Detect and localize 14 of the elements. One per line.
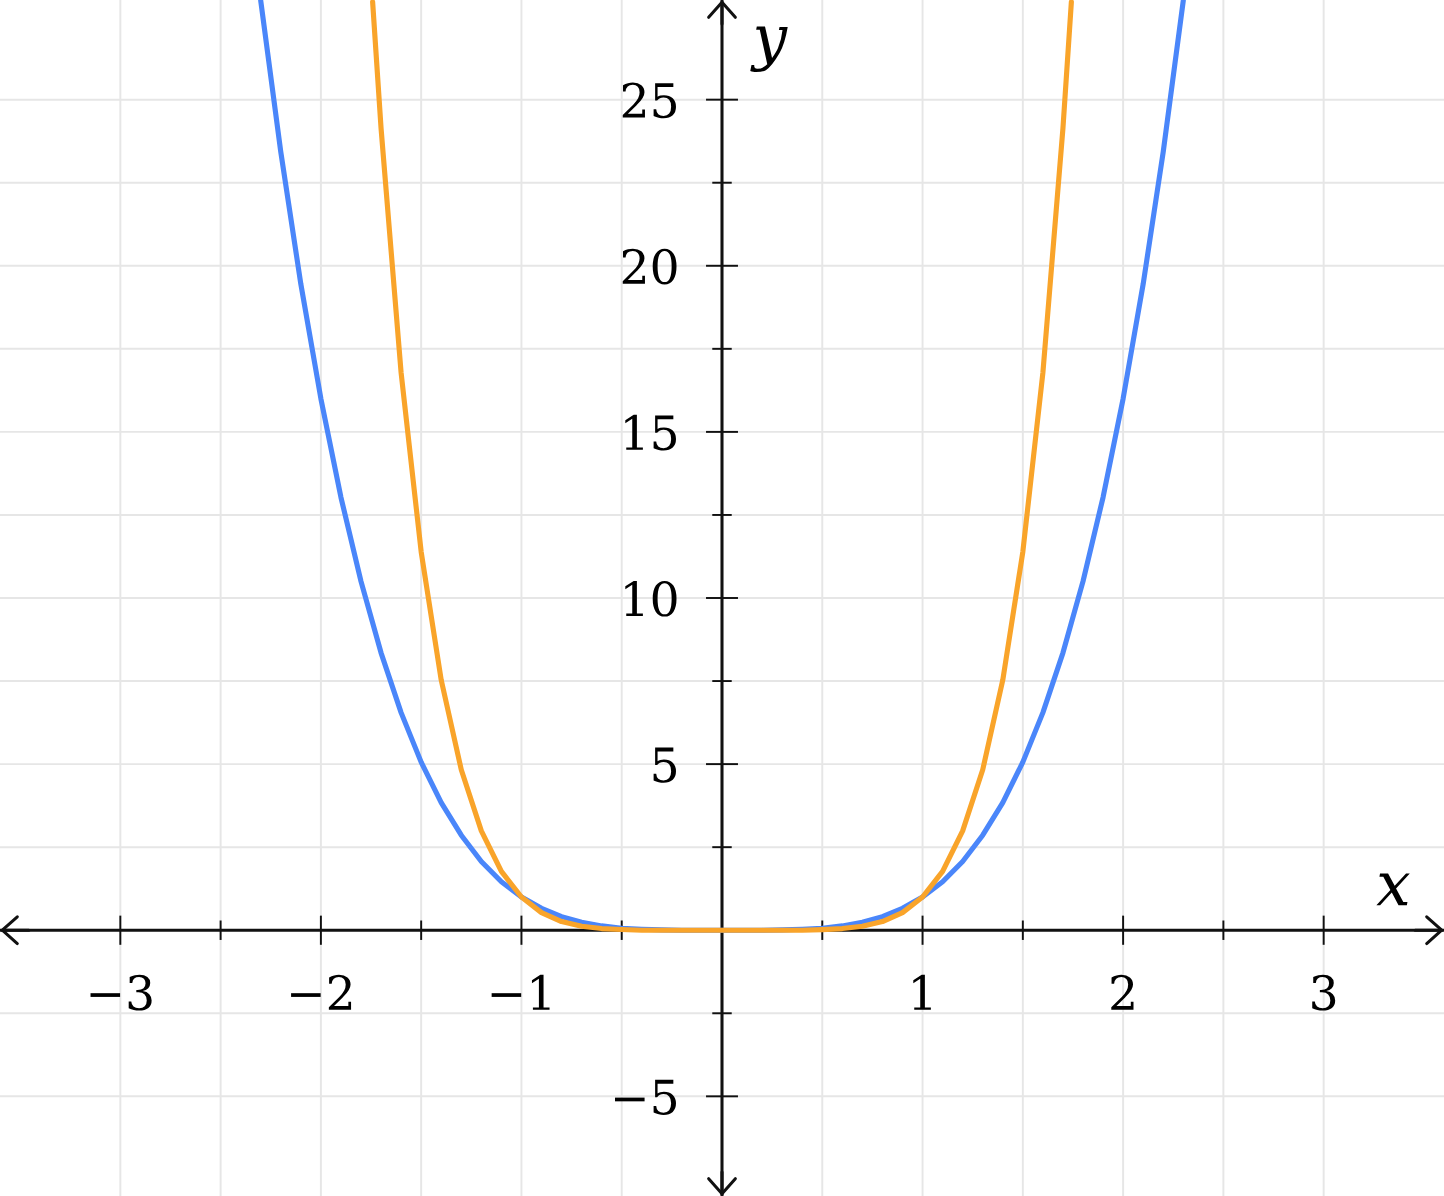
y-tick-label: 10 xyxy=(625,580,677,617)
y-tick-label: 5 xyxy=(653,747,676,783)
x-tick-label: 3 xyxy=(1312,974,1336,1011)
x-tick-label: 2 xyxy=(1111,974,1134,1010)
y-tick-label: 15 xyxy=(625,414,676,451)
y-axis-title: y xyxy=(750,26,788,72)
y-tick-label: 25 xyxy=(622,82,676,119)
y-tick-label: −5 xyxy=(615,1079,676,1115)
y-tick-label: 20 xyxy=(622,248,677,285)
x-tick-label: 1 xyxy=(913,974,931,1010)
x-tick-label: −3 xyxy=(90,974,152,1011)
x-axis-title: x xyxy=(1376,873,1410,906)
x-tick-label: −1 xyxy=(491,974,550,1010)
x-tick-label: −2 xyxy=(291,974,352,1010)
